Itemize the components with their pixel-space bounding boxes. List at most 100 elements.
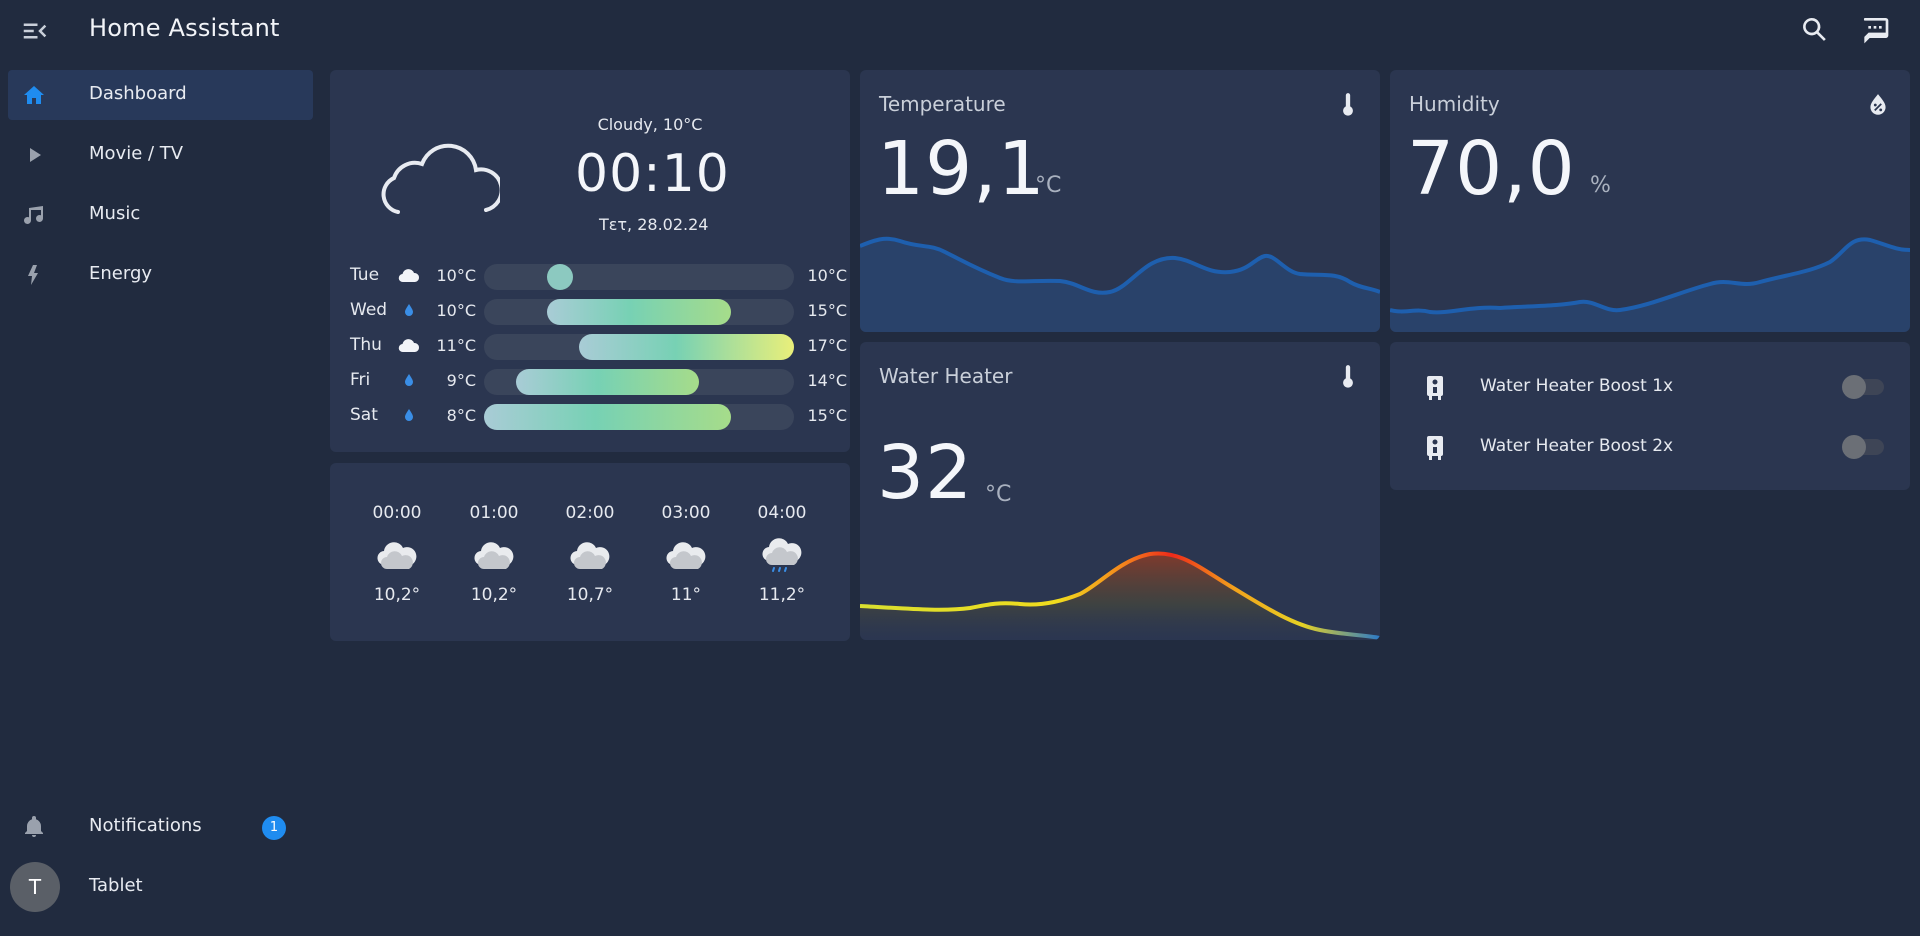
hourly-forecast-card[interactable]: 00:00 10,2° 01:00 10,2° 02:00 10,7° 03:0… <box>330 463 850 641</box>
forecast-range-track <box>484 334 794 360</box>
hourly-time: 04:00 <box>757 503 807 523</box>
top-bar: Home Assistant <box>0 0 1920 62</box>
rain-drop-icon <box>398 372 420 388</box>
forecast-high: 15°C <box>807 406 847 425</box>
thermometer-icon <box>1335 92 1361 118</box>
forecast-range-track <box>484 264 794 290</box>
home-icon <box>22 83 46 107</box>
cloud-icon <box>398 337 420 353</box>
toggle-knob <box>1842 375 1866 399</box>
switch-row[interactable]: Water Heater Boost 2x <box>1390 422 1910 472</box>
switch-label: Water Heater Boost 1x <box>1480 376 1674 396</box>
hourly-temp: 11,2° <box>758 585 806 605</box>
hourly-item: 04:00 11,2° <box>742 503 822 605</box>
play-icon <box>22 143 46 167</box>
cloudy-night-icon <box>377 542 417 569</box>
forecast-low: 8°C <box>446 406 476 425</box>
toggle-switch[interactable] <box>1842 435 1884 459</box>
sidebar-item-label: Music <box>89 203 141 224</box>
toggle-switch[interactable] <box>1842 375 1884 399</box>
weather-card[interactable]: Cloudy, 10°C 00:10 Τετ, 28.02.24 Tue 10°… <box>330 70 850 452</box>
hourly-temp: 11° <box>670 585 702 605</box>
search-icon[interactable] <box>1799 14 1831 46</box>
app-title: Home Assistant <box>89 14 280 42</box>
forecast-range-track <box>484 369 794 395</box>
hourly-item: 00:00 10,2° <box>357 503 437 605</box>
thermometer-icon <box>1335 364 1361 390</box>
forecast-range-bar <box>547 264 574 290</box>
forecast-day: Fri <box>350 370 371 390</box>
hourly-temp: 10,2° <box>373 585 421 605</box>
forecast-low: 9°C <box>446 371 476 390</box>
toggle-knob <box>1842 435 1866 459</box>
cloudy-night-icon <box>570 542 610 569</box>
water-heater-unit: °C <box>985 482 1012 507</box>
hourly-temp: 10,7° <box>566 585 614 605</box>
water-heater-card[interactable]: Water Heater 32 °C <box>860 342 1380 640</box>
cloudy-night-icon <box>666 542 706 569</box>
water-percent-icon <box>1865 92 1891 118</box>
chat-icon[interactable] <box>1859 14 1891 46</box>
forecast-high: 17°C <box>807 336 847 355</box>
hourly-temp: 10,2° <box>470 585 518 605</box>
sidebar-item-user[interactable]: T Tablet <box>8 862 313 912</box>
temperature-sparkline <box>860 236 1380 332</box>
bell-icon <box>22 815 46 839</box>
humidity-value: 70,0 <box>1407 126 1576 212</box>
humidity-sparkline <box>1390 237 1910 332</box>
humidity-unit: % <box>1590 173 1611 198</box>
forecast-high: 10°C <box>807 266 847 285</box>
hourly-time: 02:00 <box>565 503 615 523</box>
cloud-icon <box>398 267 420 283</box>
forecast-day: Sat <box>350 405 378 425</box>
forecast-range-bar <box>515 369 700 395</box>
lightning-icon <box>22 263 46 287</box>
forecast-range-bar <box>578 334 794 360</box>
cloud-large-icon <box>376 130 504 220</box>
forecast-low: 10°C <box>436 301 476 320</box>
switch-label: Water Heater Boost 2x <box>1480 436 1674 456</box>
rain-drop-icon <box>398 407 420 423</box>
sidebar-item-label: Tablet <box>89 875 143 896</box>
forecast-range-track <box>484 404 794 430</box>
sidebar-item-music[interactable]: Music <box>8 190 313 240</box>
forecast-low: 10°C <box>436 266 476 285</box>
humidity-card[interactable]: Humidity 70,0 % <box>1390 70 1910 332</box>
forecast-day: Tue <box>350 265 380 285</box>
rain-drop-icon <box>398 302 420 318</box>
sensor-title: Humidity <box>1409 92 1500 116</box>
water-heater-sparkline <box>860 551 1380 640</box>
forecast-low: 11°C <box>436 336 476 355</box>
sidebar-item-label: Energy <box>89 263 153 284</box>
forecast-high: 15°C <box>807 301 847 320</box>
temperature-card[interactable]: Temperature 19,1 °C <box>860 70 1380 332</box>
sidebar-item-movie-tv[interactable]: Movie / TV <box>8 130 313 180</box>
switches-card: Water Heater Boost 1x Water Heater Boost… <box>1390 342 1910 490</box>
sensor-title: Temperature <box>879 92 1006 116</box>
forecast-row: Wed 10°C 15°C <box>350 296 847 325</box>
sidebar-item-notifications[interactable]: Notifications 1 <box>8 802 313 852</box>
sidebar-item-label: Dashboard <box>89 83 187 104</box>
forecast-high: 14°C <box>807 371 847 390</box>
sidebar-item-dashboard[interactable]: Dashboard <box>8 70 313 120</box>
rainy-cloud-icon <box>762 538 802 572</box>
forecast-day: Wed <box>350 300 388 320</box>
weather-condition: Cloudy, 10°C <box>597 115 703 134</box>
water-boiler-icon <box>1424 374 1446 402</box>
sidebar-item-energy[interactable]: Energy <box>8 250 313 300</box>
hourly-time: 03:00 <box>661 503 711 523</box>
avatar: T <box>10 862 60 912</box>
forecast-range-track <box>484 299 794 325</box>
forecast-range-bar <box>484 404 731 430</box>
music-icon <box>22 203 46 227</box>
water-heater-value: 32 <box>877 430 974 516</box>
temperature-value: 19,1 <box>877 126 1046 212</box>
hourly-time: 01:00 <box>469 503 519 523</box>
hourly-item: 01:00 10,2° <box>454 503 534 605</box>
hourly-time: 00:00 <box>372 503 422 523</box>
menu-open-icon[interactable] <box>20 16 50 46</box>
forecast-row: Fri 9°C 14°C <box>350 366 847 395</box>
switch-row[interactable]: Water Heater Boost 1x <box>1390 362 1910 412</box>
clock-time: 00:10 <box>575 144 730 204</box>
water-boiler-icon <box>1424 434 1446 462</box>
